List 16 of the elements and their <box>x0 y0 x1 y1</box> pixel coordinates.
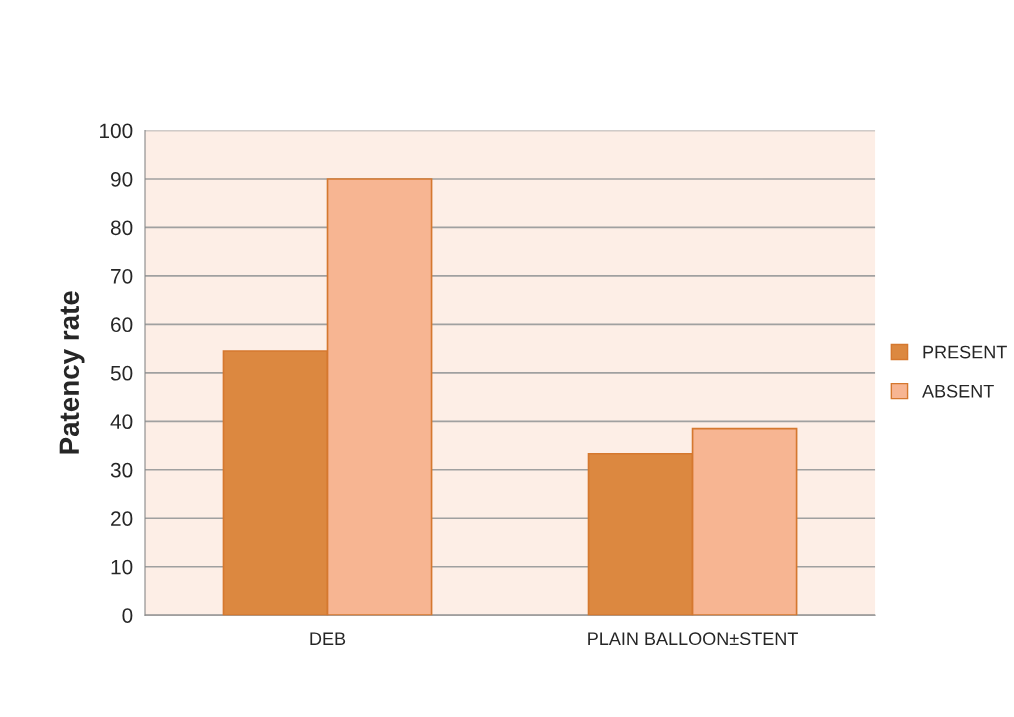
y-tick-label: 50 <box>110 365 133 381</box>
legend-label: ABSENT <box>922 384 994 398</box>
x-tick-label: PLAIN BALLOON±STENT <box>588 632 798 646</box>
y-tick-label: 10 <box>111 559 133 575</box>
y-tick-label: 90 <box>111 171 133 187</box>
y-tick-label: 60 <box>111 317 133 333</box>
y-tick-label: 40 <box>110 414 133 430</box>
y-tick-label: 80 <box>110 220 133 236</box>
legend-label: PRESENT <box>923 345 1007 359</box>
y-tick-label: 70 <box>111 268 133 284</box>
y-tick-label: 20 <box>111 511 133 526</box>
y-tick-label: 30 <box>110 462 133 478</box>
y-tick-label: 0 <box>122 608 133 623</box>
x-tick-label: DEB <box>310 632 346 645</box>
y-axis-title: Patency rate <box>59 291 85 454</box>
y-tick-label: 100 <box>100 123 133 139</box>
